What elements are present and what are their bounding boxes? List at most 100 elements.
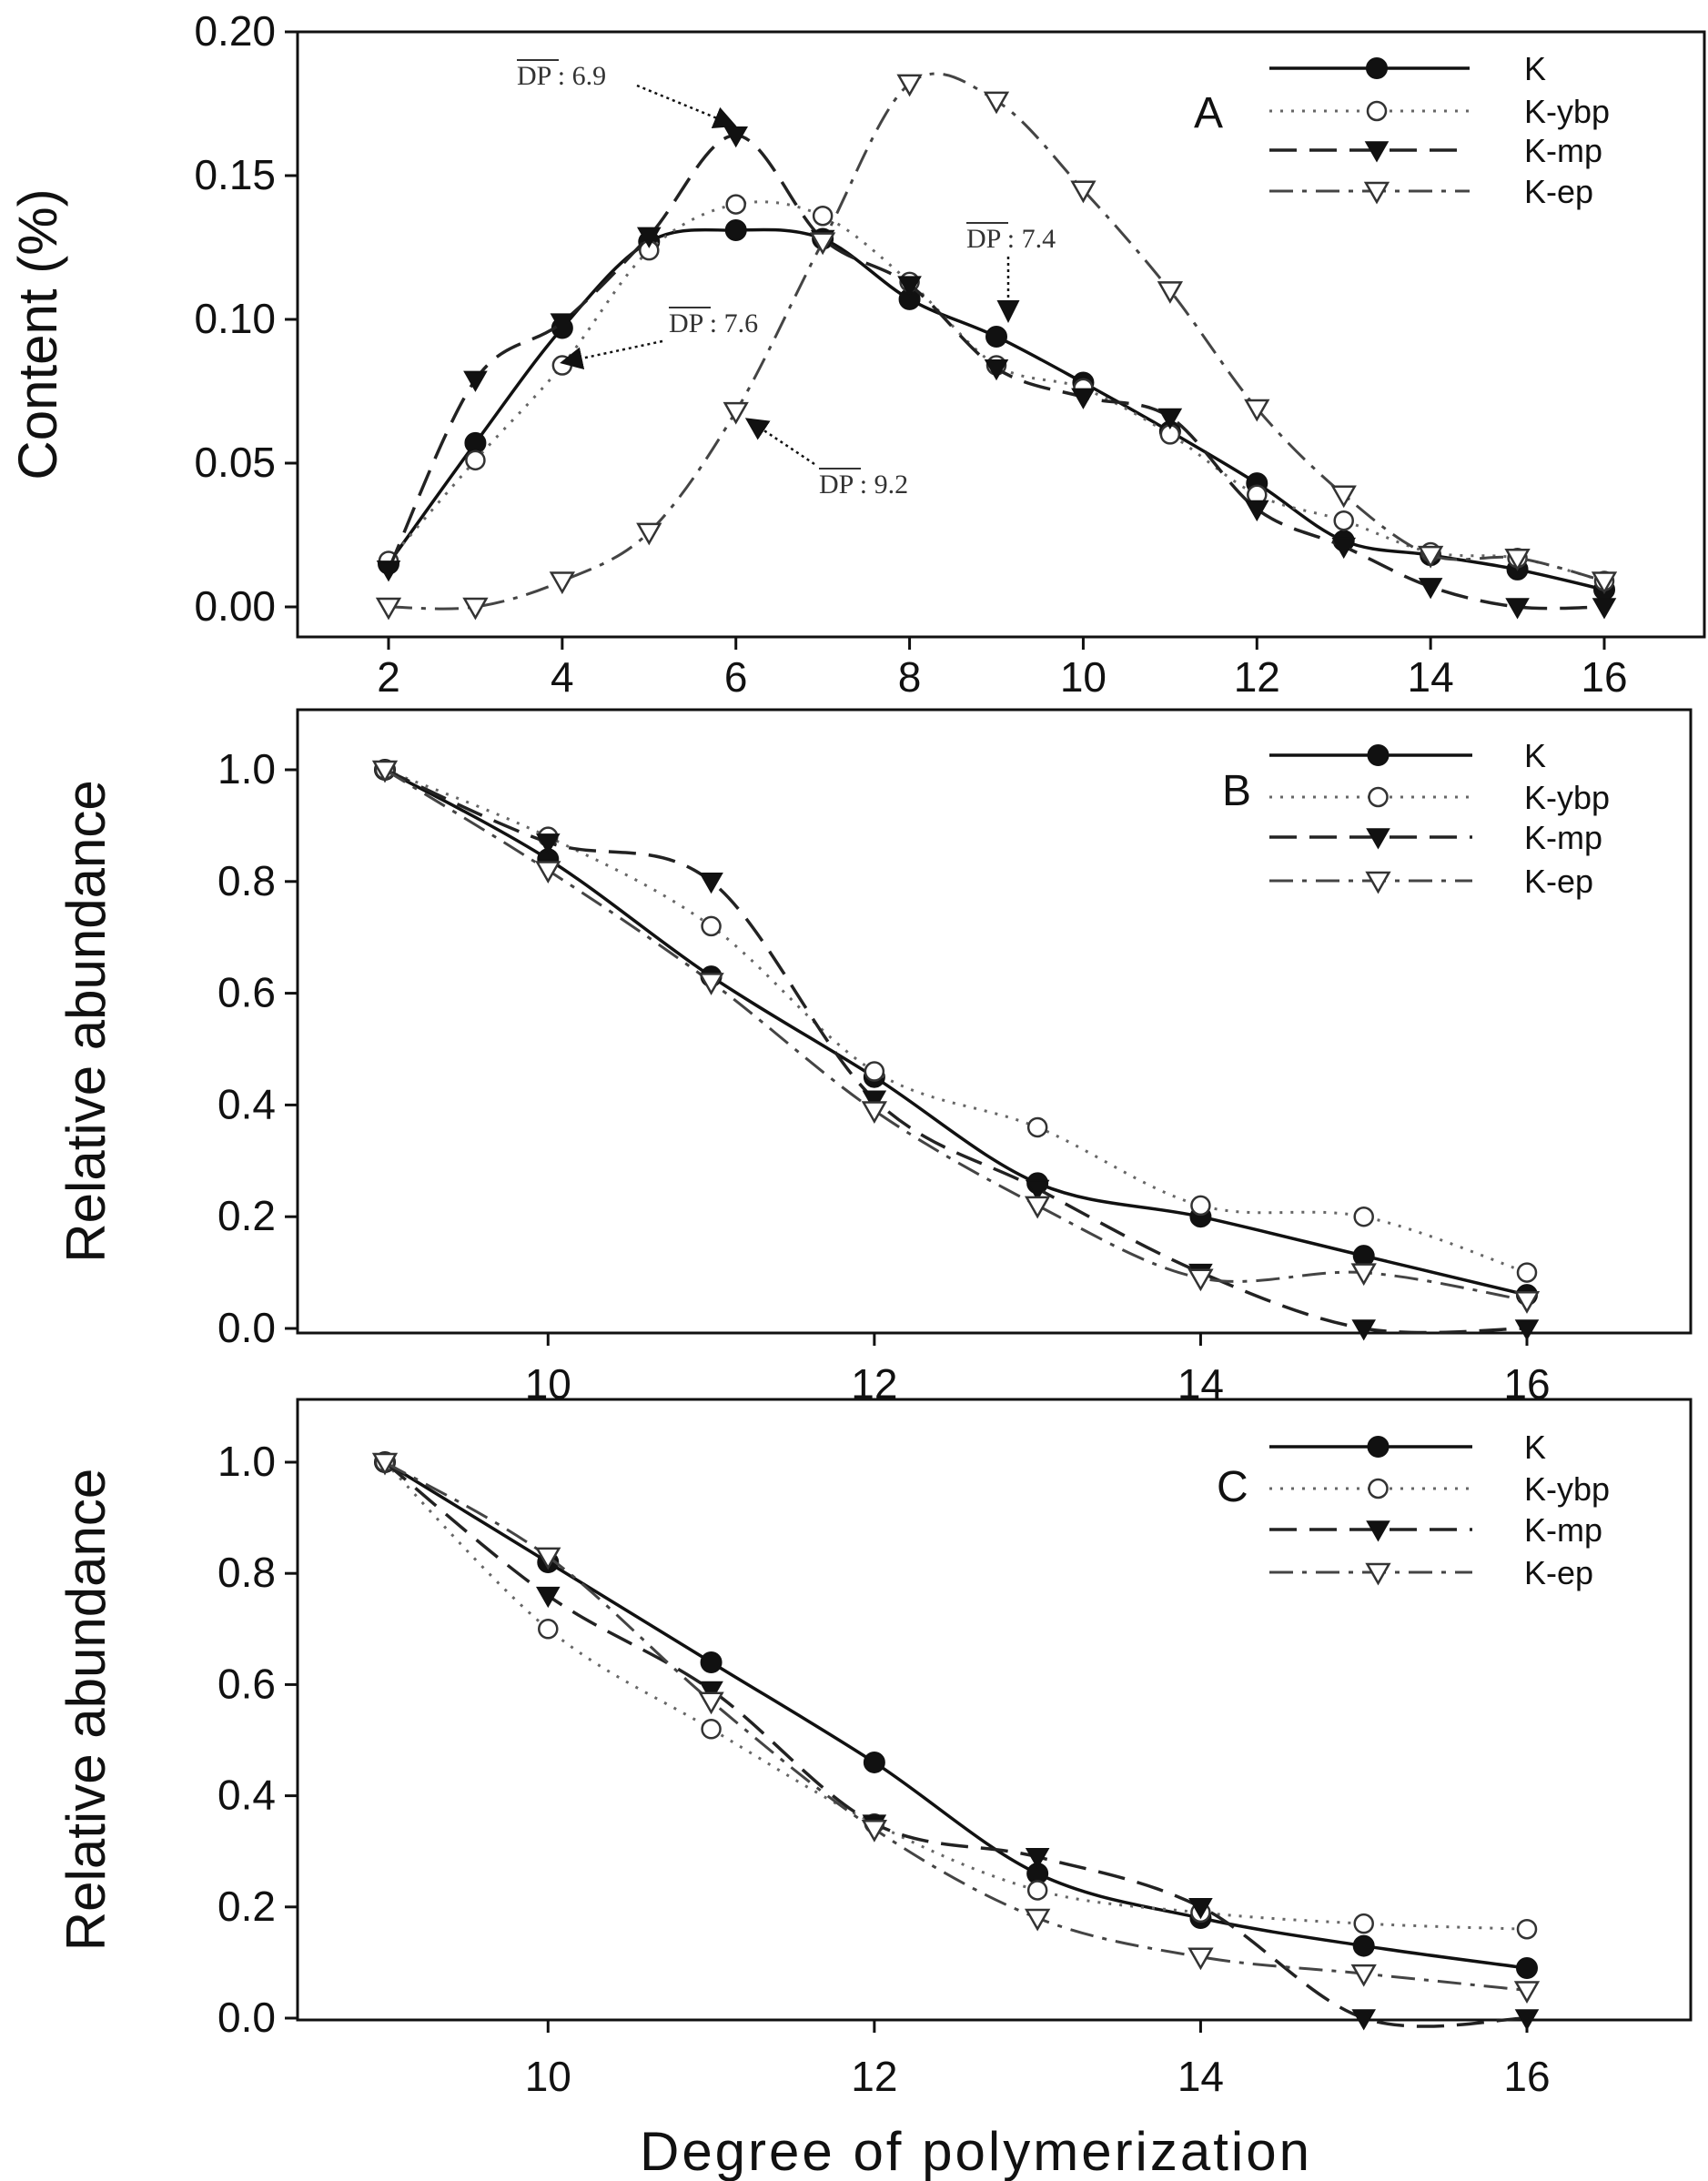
y-tick-label: 1.0 xyxy=(217,745,276,793)
data-point xyxy=(1352,1934,1375,1957)
y-tick-label: 0.8 xyxy=(217,857,276,904)
series-k-ybp xyxy=(374,1451,1538,1940)
series-line xyxy=(383,1460,1528,2028)
data-point xyxy=(1417,545,1444,569)
data-point xyxy=(465,449,486,471)
data-point xyxy=(1513,1981,1541,2004)
data-point xyxy=(462,597,489,621)
legend-marker xyxy=(1366,828,1390,850)
data-point xyxy=(535,1586,561,1609)
y-axis-title: Relative abundance xyxy=(56,780,116,1262)
data-point xyxy=(1071,388,1096,409)
annotation-arrow xyxy=(636,84,737,128)
data-point xyxy=(809,232,836,256)
legend-label: K-ep xyxy=(1524,863,1593,900)
data-point xyxy=(897,276,922,298)
data-point xyxy=(699,1681,723,1703)
data-point xyxy=(551,355,573,376)
data-point xyxy=(1592,598,1617,620)
legend-label: K-mp xyxy=(1524,1511,1602,1549)
data-point xyxy=(699,873,723,894)
series-line xyxy=(387,227,1605,591)
y-tick-label: 0.6 xyxy=(217,969,276,1016)
y-tick-label: 1.0 xyxy=(217,1438,276,1485)
data-point xyxy=(701,915,722,937)
data-point xyxy=(698,973,724,995)
legend-marker xyxy=(1363,181,1390,205)
legend-marker xyxy=(1367,1436,1390,1458)
annotation-label: DP : 7.4 xyxy=(966,224,1056,254)
data-point xyxy=(1330,485,1357,509)
data-point xyxy=(1351,1319,1377,1341)
data-point xyxy=(1352,1245,1375,1267)
data-point xyxy=(549,571,576,595)
legend-marker xyxy=(1366,57,1388,79)
x-tick-label: 8 xyxy=(898,653,922,701)
panel-a: 0.00 0.05 0.10 0.15 0.20 2 4 6 8 10 12 14 16 Content … xyxy=(7,7,1706,701)
y-tick-label: 0.4 xyxy=(217,1772,276,1819)
y-tick-label: 0.15 xyxy=(194,151,276,198)
series-line xyxy=(384,768,1528,1335)
data-point xyxy=(1504,549,1531,571)
annotation-arrow xyxy=(560,339,663,370)
data-point xyxy=(375,597,402,621)
data-point xyxy=(463,370,488,392)
annotation-label: DP : 6.9 xyxy=(517,61,606,91)
y-axis-title: Relative abundance xyxy=(56,1469,116,1951)
data-point xyxy=(861,1820,888,1843)
data-point xyxy=(371,1452,399,1476)
legend-label: K-ybp xyxy=(1524,1470,1610,1508)
x-tick-label: 10 xyxy=(1060,653,1107,701)
data-point xyxy=(862,1090,887,1112)
data-point xyxy=(1513,1291,1541,1314)
data-point xyxy=(636,522,662,546)
data-point xyxy=(1353,1913,1374,1934)
data-point xyxy=(1353,1206,1374,1227)
panel-letter: C xyxy=(1217,1463,1248,1511)
x-tick-label: 2 xyxy=(377,653,400,701)
data-point xyxy=(1026,1880,1048,1901)
data-point xyxy=(1188,1947,1214,1971)
data-point xyxy=(1333,510,1354,531)
y-tick-label: 0.4 xyxy=(217,1080,276,1127)
annotation-label: DP : 9.2 xyxy=(819,470,908,500)
y-tick-label: 0.00 xyxy=(194,582,276,630)
x-tick-label: 12 xyxy=(1234,653,1280,701)
y-tick-label: 0.05 xyxy=(194,439,276,486)
x-tick-label: 12 xyxy=(851,2053,897,2100)
data-point xyxy=(861,1101,888,1125)
data-point xyxy=(1188,1898,1213,1920)
data-point xyxy=(724,219,747,242)
data-point xyxy=(723,401,749,425)
y-tick-label: 0.0 xyxy=(217,1304,276,1351)
data-point xyxy=(1024,1908,1051,1932)
data-point xyxy=(1591,571,1618,595)
data-point xyxy=(1024,1196,1051,1219)
data-point xyxy=(896,74,923,97)
data-point xyxy=(1244,399,1270,422)
panel-letter: A xyxy=(1194,89,1223,137)
series-line xyxy=(383,1460,1528,1931)
data-point xyxy=(698,1691,724,1715)
x-tick-label: 16 xyxy=(1581,653,1627,701)
data-point xyxy=(1157,408,1183,429)
x-axis-title: Degree of polymerization xyxy=(640,2121,1312,2181)
y-axis-title: Content (%) xyxy=(7,188,68,480)
data-point xyxy=(1190,1195,1211,1217)
data-point xyxy=(1418,578,1443,600)
x-tick-label: 14 xyxy=(1177,2053,1224,2100)
series-line xyxy=(384,768,1528,1297)
legend-label: K-mp xyxy=(1524,132,1602,169)
legend-label: K-ybp xyxy=(1524,779,1610,816)
legend-marker xyxy=(1366,1520,1390,1542)
data-point xyxy=(863,1751,885,1773)
legend-label: K-ybp xyxy=(1524,93,1610,130)
y-tick-label: 0.2 xyxy=(217,1192,276,1239)
data-point xyxy=(1351,2009,1377,2031)
legend-marker xyxy=(1365,1562,1391,1586)
y-tick-label: 0.8 xyxy=(217,1549,276,1596)
y-tick-label: 0.6 xyxy=(217,1660,276,1707)
y-tick-label: 0.20 xyxy=(194,7,276,55)
